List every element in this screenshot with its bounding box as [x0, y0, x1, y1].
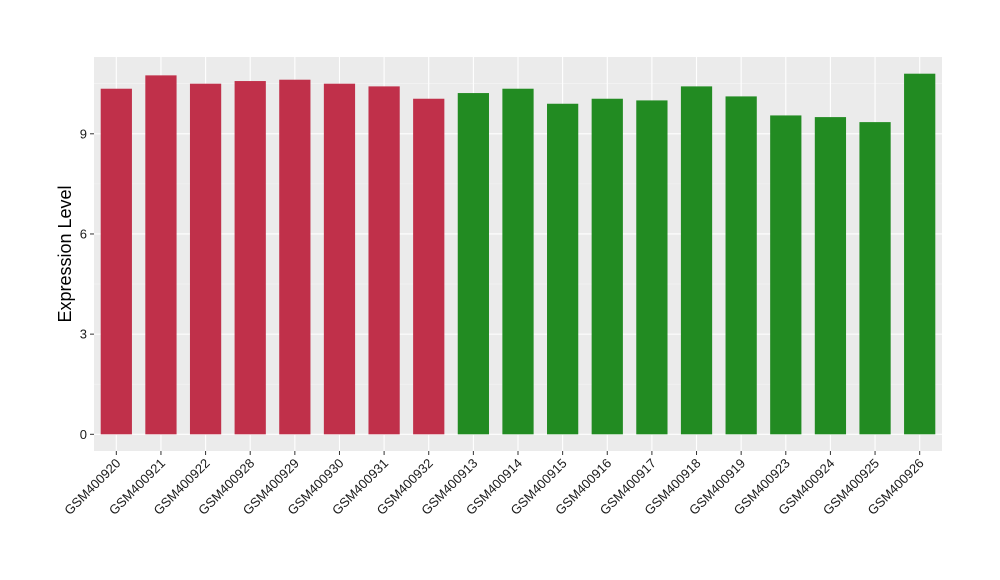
bar-GSM400929: [279, 79, 311, 435]
bar-GSM400916: [591, 98, 623, 435]
bar-GSM400921: [145, 75, 177, 435]
bar-GSM400918: [680, 86, 713, 435]
bar-GSM400919: [725, 96, 757, 435]
y-axis: 0 3 6 9: [80, 126, 94, 442]
bar-GSM400930: [323, 83, 356, 435]
bar-GSM400914: [502, 88, 534, 435]
bar-GSM400926: [904, 73, 936, 435]
bar-GSM400913: [457, 93, 489, 435]
bar-GSM400920: [100, 88, 132, 435]
bar-GSM400917: [636, 100, 668, 435]
y-tick-label: 3: [80, 327, 87, 342]
bar-GSM400932: [413, 98, 445, 435]
y-tick-label: 6: [80, 226, 87, 241]
bars: [100, 73, 936, 435]
y-tick-label: 0: [80, 427, 87, 442]
bar-GSM400922: [189, 83, 222, 435]
bar-GSM400923: [770, 115, 802, 435]
x-axis: GSM400920GSM400921GSM400922GSM400928GSM4…: [61, 451, 927, 518]
y-tick-label: 9: [80, 126, 87, 141]
bar-GSM400915: [547, 103, 579, 435]
bar-GSM400931: [368, 86, 400, 435]
y-axis-title: Expression Level: [55, 185, 75, 322]
bar-GSM400928: [234, 81, 266, 435]
bar-GSM400925: [859, 122, 891, 435]
bar-GSM400924: [814, 117, 847, 435]
